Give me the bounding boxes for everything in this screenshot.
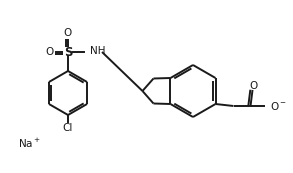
Text: O$^-$: O$^-$ — [270, 100, 287, 112]
Text: O: O — [249, 81, 258, 91]
Text: O: O — [64, 28, 72, 38]
Text: Na$^+$: Na$^+$ — [18, 136, 41, 149]
Text: NH: NH — [90, 46, 105, 56]
Text: O: O — [45, 47, 53, 57]
Text: Cl: Cl — [63, 123, 73, 133]
Text: S: S — [64, 45, 72, 58]
